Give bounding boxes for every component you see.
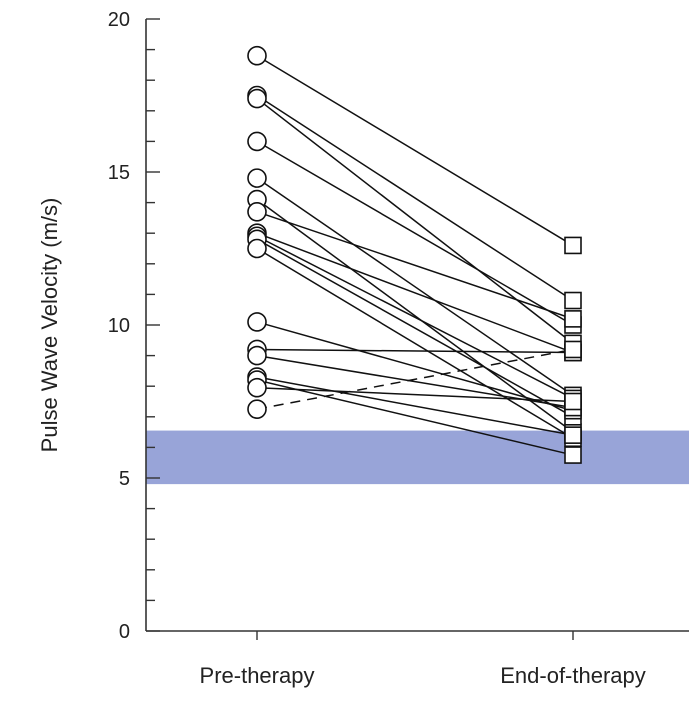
- y-tick-label: 15: [108, 162, 130, 184]
- pair-line: [256, 198, 574, 433]
- pre-therapy-point: [247, 312, 267, 332]
- reference-band-layer: [146, 430, 689, 485]
- reference-band: [146, 430, 689, 485]
- pair-line: [256, 177, 574, 396]
- y-tick-label: 0: [119, 621, 130, 643]
- pair-line: [256, 379, 574, 456]
- axes-layer: 0 5 10 15 20 Pre-therapy End-of-therapy: [108, 9, 689, 688]
- y-tick-label: 20: [108, 9, 130, 31]
- pair-line: [256, 321, 574, 412]
- pre-therapy-point: [247, 168, 267, 188]
- pre-therapy-point: [247, 131, 267, 152]
- end-of-therapy-point: [564, 310, 582, 328]
- pre-therapy-point: [247, 88, 267, 109]
- pre-therapy-point: [247, 377, 267, 398]
- pair-line: [256, 211, 574, 320]
- pre-therapy-point: [247, 345, 267, 366]
- y-tick-label: 5: [119, 468, 130, 490]
- pair-line: [256, 386, 574, 403]
- pair-line: [256, 232, 574, 354]
- end-of-therapy-point: [564, 446, 582, 464]
- end-of-therapy-point: [564, 340, 582, 359]
- end-of-therapy-point: [564, 236, 582, 255]
- pair-line: [256, 140, 574, 326]
- pair-line: [256, 235, 574, 400]
- pre-therapy-point: [247, 45, 267, 66]
- end-of-therapy-point: [564, 291, 582, 310]
- pair-line: [256, 376, 574, 436]
- x-category-label: End-of-therapy: [500, 663, 646, 688]
- end-of-therapy-point: [564, 392, 582, 411]
- y-axis-title: Pulse Wave Velocity (m/s): [37, 198, 62, 453]
- pre-therapy-point: [247, 238, 267, 259]
- pair-lines-layer: [256, 55, 574, 456]
- pair-line: [256, 94, 574, 302]
- pair-line: [256, 97, 574, 344]
- pre-therapy-point: [247, 201, 267, 222]
- y-tick-label: 10: [108, 315, 130, 337]
- markers-layer: [247, 45, 582, 464]
- pair-line: [256, 55, 574, 247]
- pair-line: [256, 247, 574, 439]
- end-of-therapy-point: [564, 426, 582, 444]
- pre-therapy-point: [247, 399, 267, 419]
- pair-line-dashed: [256, 348, 574, 410]
- x-category-label: Pre-therapy: [200, 663, 315, 688]
- pair-line: [256, 348, 574, 354]
- pair-line: [256, 238, 574, 418]
